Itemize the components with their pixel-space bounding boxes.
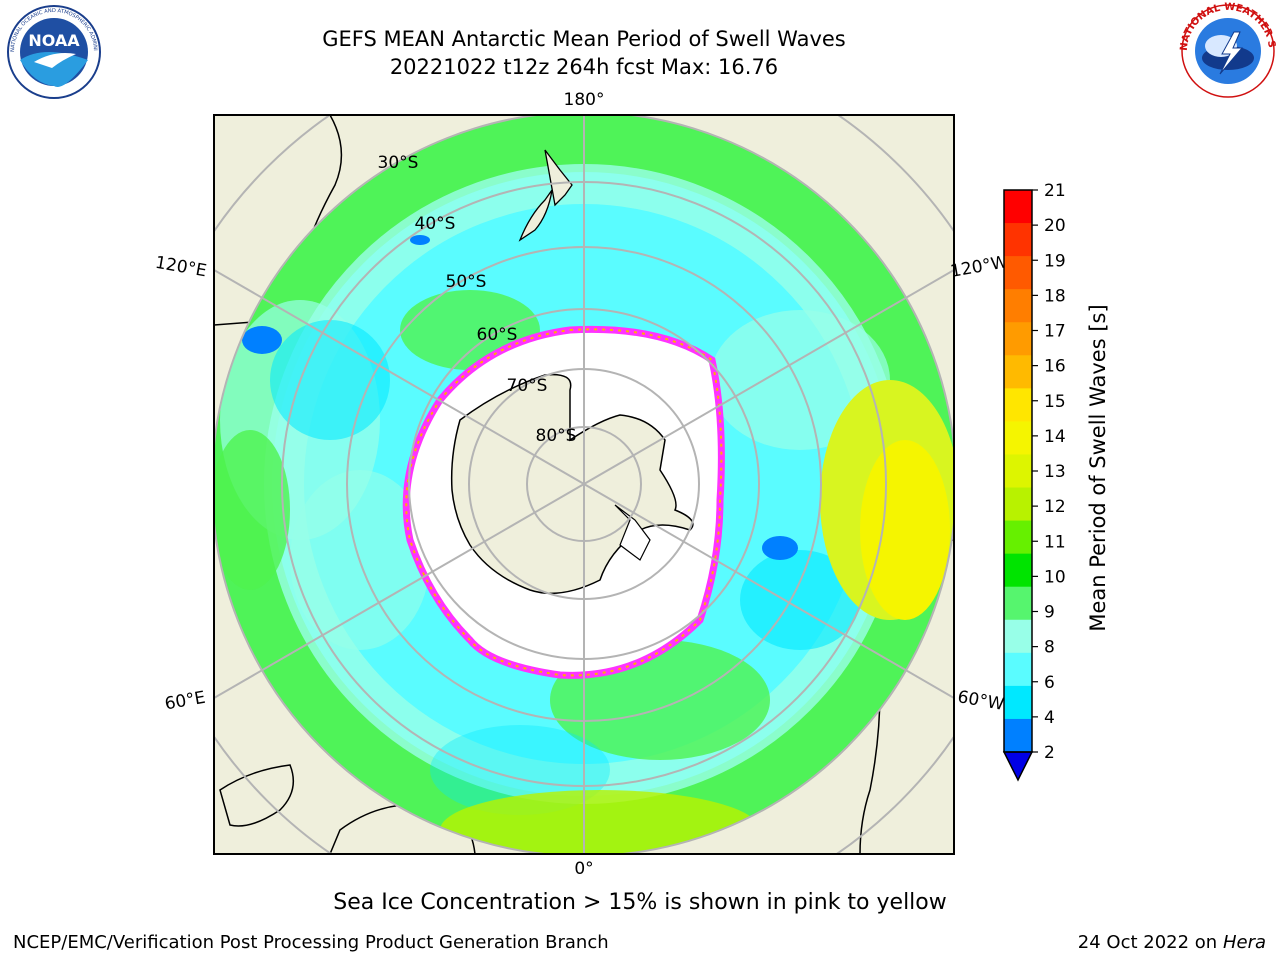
colorbar-segment (1004, 223, 1032, 257)
land-new-zealand-north (544, 149, 573, 207)
colorbar-segment (1004, 718, 1032, 753)
colorbar-segment (1004, 256, 1032, 290)
colorbar-under-arrow (1002, 751, 1034, 782)
chart-title: GEFS MEAN Antarctic Mean Period of Swell… (322, 27, 846, 51)
colorbar-segment (1004, 322, 1032, 356)
colorbar-tick-label: 15 (1044, 392, 1066, 412)
colorbar-tick-label: 8 (1044, 638, 1055, 658)
lat-label-60s: 60°S (477, 325, 518, 345)
credit-text: NCEP/EMC/Verification Post Processing Pr… (13, 932, 609, 953)
ross-ice-shelf (614, 504, 651, 561)
colorbar-tick-label: 19 (1044, 251, 1066, 271)
colorbar-tick-label: 18 (1044, 286, 1066, 306)
noaa-text: NOAA (28, 31, 80, 50)
colorbar-tick-label: 2 (1044, 743, 1055, 763)
colorbar-tick-label: 11 (1044, 532, 1066, 552)
colorbar-tick-label: 16 (1044, 357, 1066, 377)
colorbar-segment (1004, 289, 1032, 323)
colorbar-tick-label: 14 (1044, 427, 1066, 447)
colorbar-tick-label: 20 (1044, 216, 1066, 236)
lon-label-120e: 120°E (154, 253, 208, 282)
land-madagascar (219, 764, 295, 827)
colorbar-segment (1004, 388, 1032, 422)
lon-label-120w: 120°W (949, 252, 1010, 282)
colorbar-tick-label: 10 (1044, 567, 1066, 587)
land-new-zealand-south (518, 189, 553, 242)
colorbar-tick-label: 4 (1044, 708, 1055, 728)
lon-label-0: 0° (574, 859, 593, 879)
machine-name: Hera (1222, 932, 1266, 953)
sea-ice-note: Sea Ice Concentration > 15% is shown in … (333, 890, 947, 915)
colorbar-tick-label: 6 (1044, 673, 1055, 693)
colorbar-segment (1004, 685, 1032, 720)
graticule (214, 115, 954, 854)
colorbar-segment (1004, 487, 1032, 522)
colorbar-tick-label: 9 (1044, 603, 1055, 623)
colorbar-segment (1004, 190, 1032, 224)
chart-subtitle: 20221022 t12z 264h fcst Max: 16.76 (389, 55, 779, 79)
colorbar: 21 20 19 18 17 16 15 14 13 12 11 10 9 8 6 4 2 (1002, 181, 1066, 782)
lat-label-30s: 30°S (378, 153, 419, 173)
colorbar-tick-label: 17 (1044, 322, 1066, 342)
lon-label-60e: 60°E (163, 688, 207, 715)
colorbar-segment (1004, 652, 1032, 687)
lat-label-50s: 50°S (446, 272, 487, 292)
colorbar-label: Mean Period of Swell Waves [s] (1086, 304, 1110, 632)
colorbar-segment (1004, 454, 1032, 489)
map-frame (213, 114, 955, 855)
colorbar-segment (1004, 520, 1032, 555)
date-label: 24 Oct 2022 on (1077, 932, 1218, 953)
nws-logo: NATIONAL WEATHER SERVICE (1176, 2, 1277, 98)
lat-label-40s: 40°S (415, 214, 456, 234)
colorbar-segment (1004, 619, 1032, 654)
colorbar-segment (1004, 586, 1032, 621)
lon-label-60w: 60°W (956, 687, 1006, 715)
lat-label-70s: 70°S (507, 376, 548, 396)
lat-label-80s: 80°S (536, 426, 577, 446)
colorbar-tick-label: 21 (1044, 181, 1066, 201)
date-text: 24 Oct 2022 on Hera (1078, 932, 1266, 953)
colorbar-tick-label: 12 (1044, 497, 1066, 517)
colorbar-tick-label: 13 (1044, 462, 1066, 482)
lon-label-180: 180° (564, 90, 605, 110)
noaa-logo: NOAA NATIONAL OCEANIC AND ATMOSPHERIC AD… (4, 4, 101, 99)
colorbar-segment (1004, 421, 1032, 455)
colorbar-segment (1004, 355, 1032, 389)
colorbar-segment (1004, 553, 1032, 588)
